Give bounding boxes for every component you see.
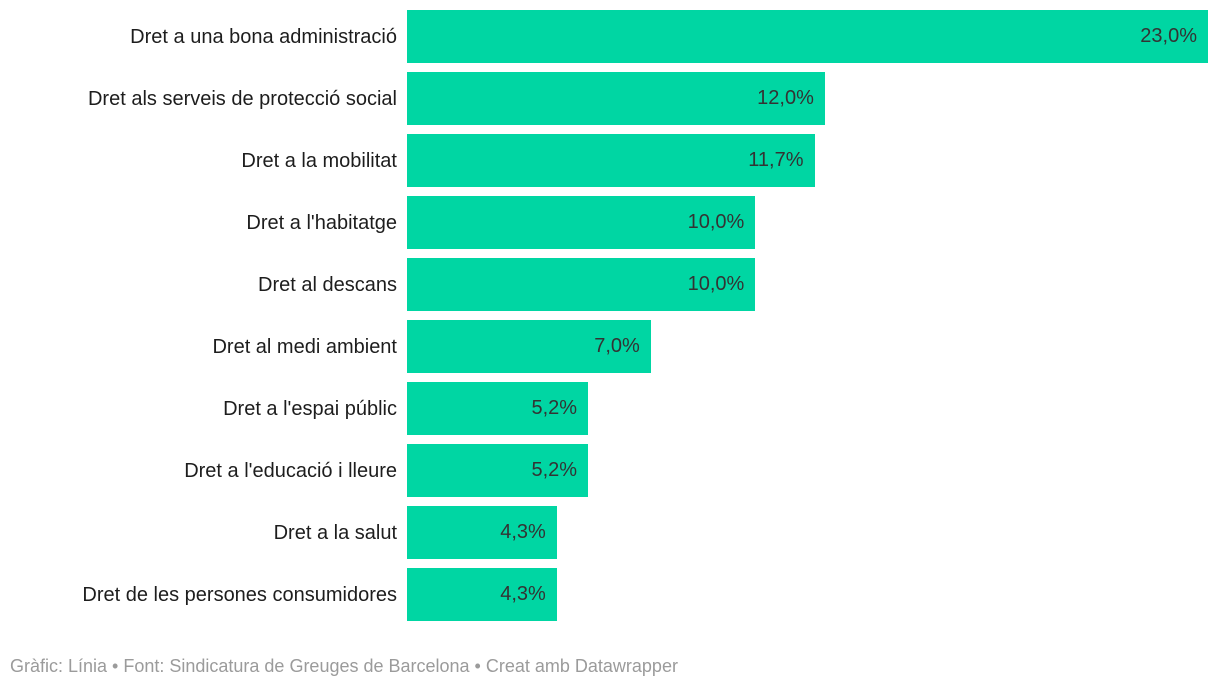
- bar-track: 4,3%: [407, 568, 1220, 621]
- bar-row: Dret a una bona administració 23,0%: [0, 10, 1220, 63]
- bar[interactable]: 23,0%: [407, 10, 1208, 63]
- category-label: Dret a l'habitatge: [246, 211, 397, 234]
- value-label: 5,2%: [531, 397, 578, 419]
- bar[interactable]: 4,3%: [407, 568, 557, 621]
- value-label: 23,0%: [1140, 25, 1197, 47]
- category-label: Dret a la mobilitat: [241, 149, 397, 172]
- bar-track: 5,2%: [407, 444, 1220, 497]
- bar-row: Dret a l'habitatge 10,0%: [0, 196, 1220, 249]
- value-label: 10,0%: [687, 211, 745, 233]
- bar-track: 12,0%: [407, 72, 1220, 125]
- category-label: Dret de les persones consumidores: [82, 583, 397, 606]
- bar-track: 5,2%: [407, 382, 1220, 435]
- bar-row: Dret a l'espai públic 5,2%: [0, 382, 1220, 435]
- bar-row: Dret als serveis de protecció social 12,…: [0, 72, 1220, 125]
- bar-track: 7,0%: [407, 320, 1220, 373]
- bar-track: 11,7%: [407, 134, 1220, 187]
- bar[interactable]: 5,2%: [407, 444, 589, 497]
- bar[interactable]: 5,2%: [407, 382, 589, 435]
- bar-row: Dret al medi ambient 7,0%: [0, 320, 1220, 373]
- bar[interactable]: 10,0%: [407, 258, 756, 311]
- bar[interactable]: 4,3%: [407, 506, 557, 559]
- bar-track: 10,0%: [407, 196, 1220, 249]
- bar-row: Dret a la mobilitat 11,7%: [0, 134, 1220, 187]
- bar-track: 23,0%: [407, 10, 1220, 63]
- value-label: 4,3%: [500, 583, 546, 605]
- category-label: Dret a una bona administració: [130, 25, 397, 48]
- bar-row: Dret de les persones consumidores 4,3%: [0, 568, 1220, 621]
- category-label: Dret al descans: [258, 273, 397, 296]
- category-label: Dret al medi ambient: [212, 335, 397, 358]
- bar[interactable]: 7,0%: [407, 320, 651, 373]
- value-label: 12,0%: [757, 87, 814, 109]
- value-label: 5,2%: [531, 459, 578, 481]
- category-label: Dret a l'espai públic: [223, 397, 397, 420]
- category-label: Dret als serveis de protecció social: [87, 87, 397, 110]
- bar-track: 4,3%: [407, 506, 1220, 559]
- category-label: Dret a l'educació i lleure: [184, 459, 397, 482]
- bar[interactable]: 11,7%: [407, 134, 815, 187]
- value-label: 7,0%: [594, 335, 640, 357]
- bar[interactable]: 10,0%: [407, 196, 756, 249]
- value-label: 10,0%: [687, 273, 745, 295]
- bar-row: Dret a l'educació i lleure 5,2%: [0, 444, 1220, 497]
- bar-row: Dret al descans 10,0%: [0, 258, 1220, 311]
- value-label: 4,3%: [500, 521, 546, 543]
- value-label: 11,7%: [748, 149, 804, 171]
- bar-track: 10,0%: [407, 258, 1220, 311]
- bar-chart: Dret a una bona administració 23,0% Dret…: [0, 10, 1220, 621]
- bar-row: Dret a la salut 4,3%: [0, 506, 1220, 559]
- bar[interactable]: 12,0%: [407, 72, 825, 125]
- chart-footer: Gràfic: Línia • Font: Sindicatura de Gre…: [10, 656, 678, 676]
- category-label: Dret a la salut: [273, 521, 397, 544]
